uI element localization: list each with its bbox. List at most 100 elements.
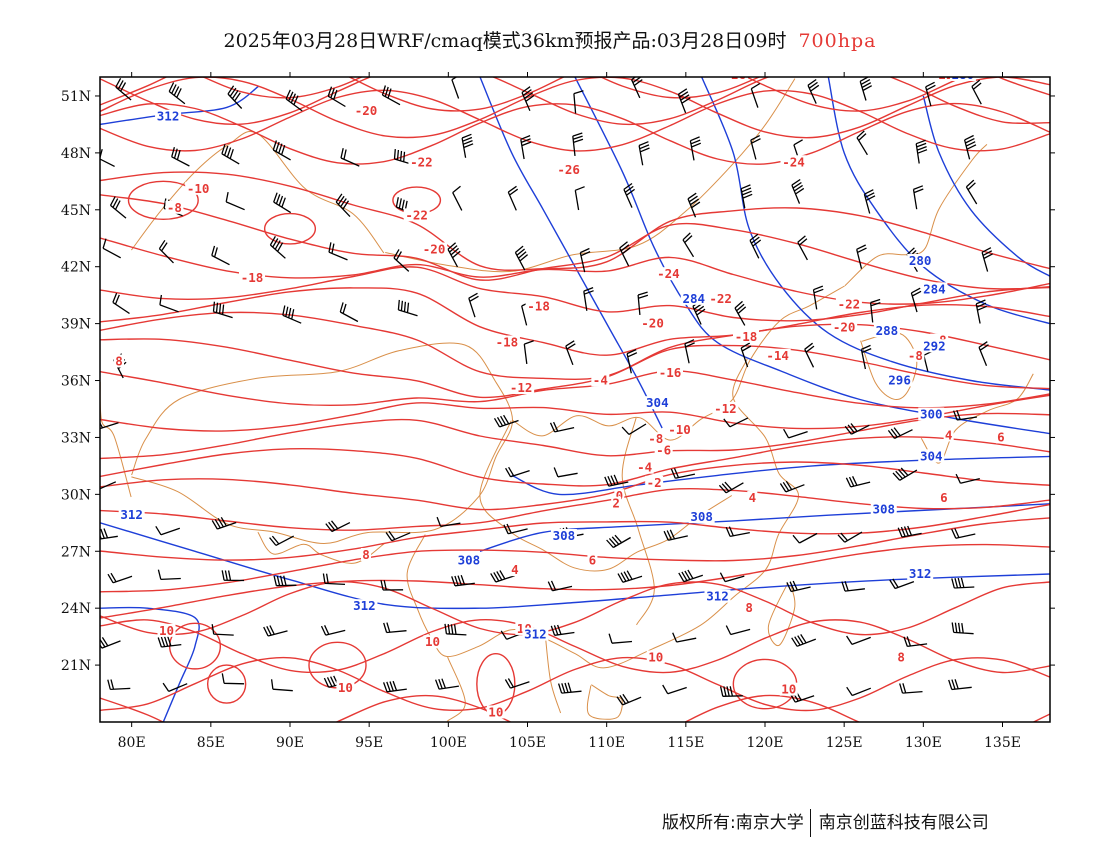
svg-text:-22: -22 [931,67,954,82]
svg-text:8: 8 [897,649,905,664]
wind-barb [869,298,881,323]
temperature-isotherm-north [100,77,1050,139]
svg-text:-18: -18 [241,270,264,285]
title-main: 2025年03月28日WRF/cmaq模式36km预报产品:03月28日09时 [223,30,787,52]
wind-barb [789,691,815,703]
svg-text:-22: -22 [709,291,732,306]
temperature-isotherm [100,436,1050,487]
height-contour [479,503,1050,552]
lat-tick-label: 33N [61,430,91,446]
wind-barb [115,77,132,101]
wind-barb [270,679,293,692]
wind-barb [171,147,190,167]
svg-text:-22: -22 [410,154,433,169]
wind-barb [623,182,635,208]
temperature-label: -18 [493,334,520,349]
wind-barb [380,580,404,591]
wind-barb [523,340,534,364]
lon-tick-label: 85E [197,735,225,751]
svg-text:-22: -22 [838,297,861,312]
height-label: 304 [644,395,671,410]
svg-text:-18: -18 [496,334,519,349]
wind-barb [447,242,461,268]
temperature-isotherm [100,543,1050,619]
temperature-label: -4 [635,460,654,475]
svg-text:308: 308 [553,528,576,543]
temperature-label: 10 [423,634,442,649]
wind-barb [221,570,245,582]
svg-text:-22: -22 [405,207,428,222]
lon-tick-label: 135E [984,735,1021,751]
svg-text:-14: -14 [766,348,789,363]
wind-barb [461,133,474,158]
wind-barb [955,473,980,484]
wind-barb [322,573,346,586]
lat-tick-label: 27N [61,544,91,560]
temperature-label: -26 [555,162,582,177]
temperature-label: -20 [421,242,448,257]
border-line [767,582,796,647]
height-label: 308 [455,553,482,568]
height-contour [574,77,1050,435]
border-line [512,285,845,441]
wind-barb [903,636,928,648]
svg-text:6: 6 [940,490,948,505]
svg-text:4: 4 [749,490,757,505]
height-label: 292 [921,338,948,353]
wind-barb [273,192,292,214]
temperature-isotherm-north [100,77,1050,126]
wind-barb [749,233,762,259]
svg-text:280: 280 [952,67,975,82]
temperature-label: 4 [747,490,758,505]
wind-barb [227,85,243,109]
wind-barb [689,136,702,161]
wind-barb [340,148,360,167]
temperature-label: -10 [666,422,693,437]
wind-barb [734,300,747,326]
wind-barb [846,686,872,697]
wind-barb [616,693,642,706]
wind-barb [451,77,460,99]
height-label: 284 [680,291,707,306]
wind-barb [682,232,695,258]
height-label: 312 [155,109,182,124]
wind-barb [621,423,647,435]
lon-tick-label: 100E [430,735,467,751]
temperature-isotherm [100,194,1050,290]
svg-text:-26: -26 [557,162,580,177]
wind-barb [212,301,233,319]
wind-barb [608,633,633,644]
svg-text:284: 284 [923,281,946,296]
wind-barb [109,196,127,219]
temperature-cell [263,212,317,245]
wind-barb [619,241,631,267]
wind-barb [626,349,638,374]
wind-barb [719,686,743,697]
wind-barb [263,625,288,637]
height-contour [100,85,259,126]
lat-tick-label: 45N [61,203,91,219]
wind-barb [856,130,868,156]
wind-barb [157,569,181,581]
wind-barb [844,423,870,435]
wind-barb [812,285,824,310]
temperature-isotherm [100,503,1050,561]
temperature-isotherm [100,412,1050,460]
wind-barb [550,624,575,636]
wind-barb [520,134,532,160]
wind-barb [549,421,575,433]
title-level: 700hpa [798,30,877,52]
height-label: 308 [688,509,715,524]
wind-barb [112,292,130,315]
svg-text:8: 8 [745,600,753,615]
wind-barb [887,427,913,439]
wind-barb [393,249,410,272]
wind-barb [912,185,924,210]
lon-tick-label: 120E [747,735,784,751]
wind-barb [565,340,576,366]
svg-text:8: 8 [362,547,370,562]
svg-text:10: 10 [781,682,796,697]
wind-barb [553,467,578,478]
contour-labels: -20-22-26 -22-24-26-10-8-22-20-18 -24-22-1… [114,67,1006,719]
lat-tick-label: 30N [61,487,91,503]
